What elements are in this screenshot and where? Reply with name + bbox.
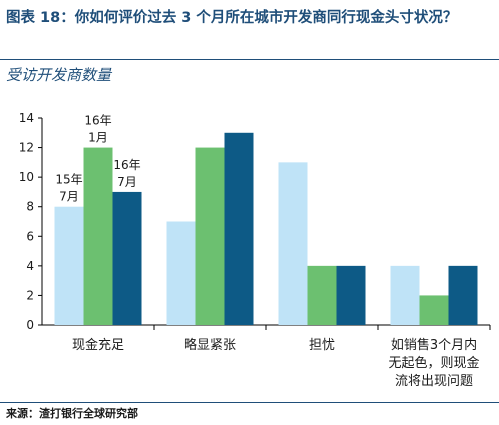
series-label: 7月 bbox=[117, 175, 137, 189]
bar bbox=[419, 295, 449, 325]
y-tick-label: 10 bbox=[19, 170, 34, 184]
bar bbox=[54, 206, 84, 325]
series-label: 16年 bbox=[113, 158, 140, 172]
figure-title: 图表 18：你如何评价过去 3 个月所在城市开发商同行现金头寸状况？ bbox=[6, 10, 458, 26]
bar bbox=[390, 265, 420, 325]
source-rule bbox=[0, 402, 499, 403]
series-label: 15年 bbox=[55, 173, 82, 187]
bar bbox=[448, 265, 478, 325]
bar-chart: 0 2 4 6 8 10 12 14 现金充足 略显紧张 担忧 如销售3个月内无起色，则现金流将出现问… bbox=[19, 111, 491, 389]
bar bbox=[83, 147, 113, 325]
bar bbox=[195, 147, 225, 325]
series-label: 1月 bbox=[88, 131, 108, 145]
x-tick-label: 流将出现问题 bbox=[395, 374, 473, 389]
y-tick-label: 8 bbox=[26, 200, 34, 214]
y-tick-label: 6 bbox=[26, 229, 34, 243]
figure-source: 来源：渣打银行全球研究部 bbox=[6, 407, 138, 420]
y-tick-label: 0 bbox=[26, 318, 34, 332]
bar bbox=[224, 132, 254, 325]
series-label: 7月 bbox=[59, 190, 79, 204]
series-label: 16年 bbox=[84, 114, 111, 128]
y-tick-label: 2 bbox=[26, 288, 34, 302]
bar bbox=[307, 265, 337, 325]
bar bbox=[278, 162, 308, 325]
bar bbox=[112, 191, 142, 325]
x-tick-label: 无起色，则现金 bbox=[388, 355, 479, 371]
y-tick-label: 14 bbox=[19, 111, 34, 125]
x-tick-label: 现金充足 bbox=[72, 337, 124, 353]
bar bbox=[336, 265, 366, 325]
x-tick-label: 如销售3个月内 bbox=[391, 337, 477, 353]
figure-subtitle: 受访开发商数量 bbox=[6, 66, 112, 84]
x-tick-label: 担忧 bbox=[309, 338, 335, 353]
y-tick-label: 12 bbox=[19, 141, 34, 155]
title-rule bbox=[0, 59, 499, 60]
bar bbox=[166, 221, 196, 325]
y-tick-label: 4 bbox=[26, 259, 34, 273]
x-tick-label: 略显紧张 bbox=[184, 337, 236, 353]
